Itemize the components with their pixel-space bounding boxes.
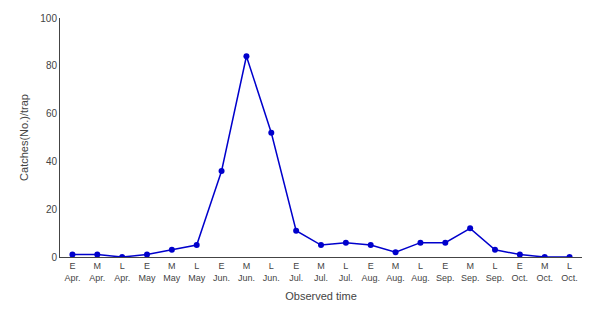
svg-text:LMay: LMay [188,261,206,283]
svg-text:EJul.: EJul. [289,261,303,283]
svg-text:20: 20 [46,204,58,215]
svg-text:LSep.: LSep. [486,261,505,283]
svg-text:MSep.: MSep. [461,261,480,283]
svg-text:LApr.: LApr. [114,261,130,283]
svg-text:EMay: EMay [138,261,156,283]
svg-text:LJun.: LJun. [263,261,280,283]
svg-text:MApr.: MApr. [89,261,105,283]
svg-text:MOct.: MOct. [536,261,553,283]
svg-text:60: 60 [46,108,58,119]
svg-text:MJun.: MJun. [238,261,255,283]
svg-text:LJul.: LJul. [339,261,353,283]
svg-text:MAug.: MAug. [386,261,405,283]
svg-text:ESep.: ESep. [436,261,455,283]
svg-text:Catches(No.)/trap: Catches(No.)/trap [18,94,30,181]
svg-text:Observed time: Observed time [285,290,357,302]
svg-text:EJun.: EJun. [213,261,230,283]
svg-text:LAug.: LAug. [411,261,430,283]
svg-text:MJul.: MJul. [314,261,328,283]
svg-text:LOct.: LOct. [561,261,578,283]
svg-text:MMay: MMay [163,261,181,283]
svg-text:EApr.: EApr. [64,261,80,283]
svg-text:40: 40 [46,156,58,167]
svg-text:EOct.: EOct. [512,261,529,283]
svg-text:100: 100 [40,13,57,24]
svg-text:80: 80 [46,60,58,71]
svg-text:EAug.: EAug. [361,261,380,283]
svg-text:0: 0 [51,252,57,263]
